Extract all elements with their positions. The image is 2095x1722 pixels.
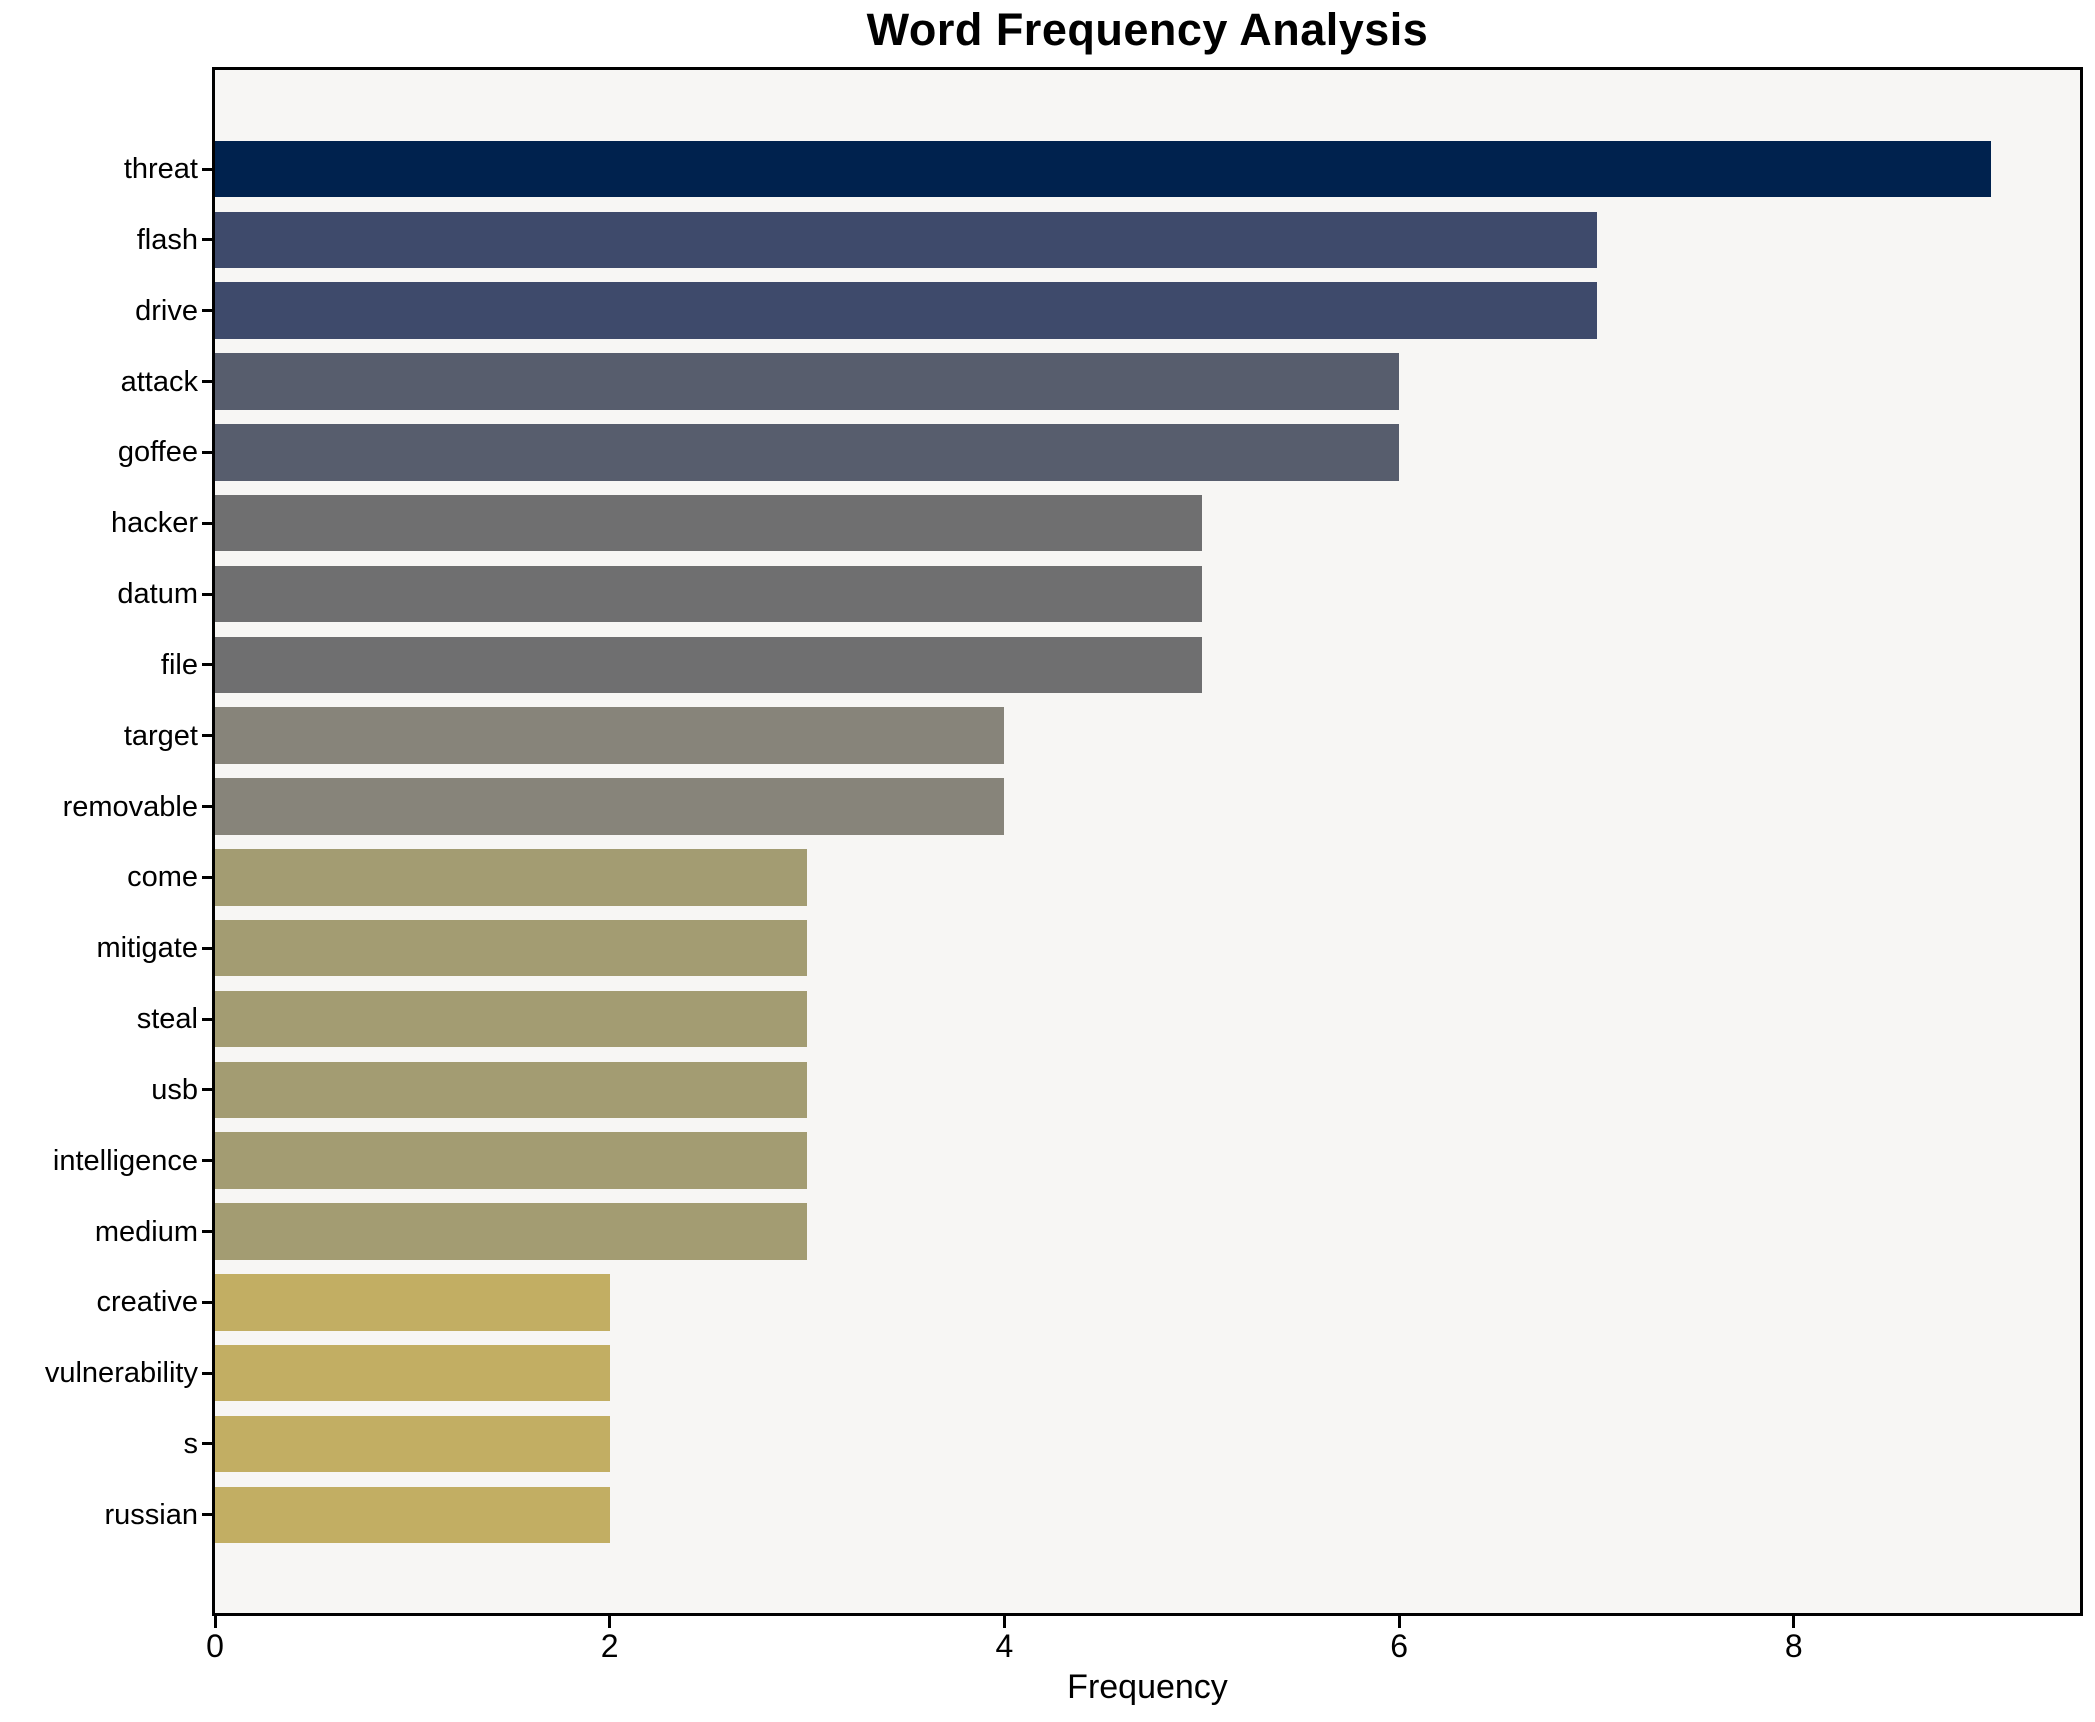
y-tick-mark (202, 1230, 212, 1233)
x-tick-mark-8 (1792, 1616, 1796, 1628)
chart-title: Word Frequency Analysis (866, 4, 1429, 55)
y-tick-label-steal: steal (136, 1003, 198, 1035)
bar-s (215, 1415, 610, 1473)
y-tick-label-drive: drive (135, 294, 198, 327)
y-tick-mark (202, 734, 212, 738)
x-tick-mark-4 (1002, 1616, 1006, 1628)
y-tick-mark (202, 167, 212, 171)
x-tick-mark-6 (1397, 1616, 1401, 1628)
y-tick-label-removable: removable (62, 790, 198, 823)
y-tick-mark (202, 1300, 212, 1304)
bar-vulnerability (215, 1344, 610, 1402)
y-tick-mark (202, 1442, 212, 1446)
x-tick-label-0: 0 (206, 1628, 224, 1664)
bar-come (215, 849, 808, 906)
y-tick-mark (202, 521, 212, 525)
y-tick-mark (202, 450, 212, 454)
bar-creative (215, 1274, 610, 1331)
y-tick-label-s: s (183, 1427, 199, 1460)
bar-steal (215, 990, 808, 1048)
y-tick-label-target: target (123, 719, 198, 752)
y-tick-label-mitigate: mitigate (96, 932, 198, 965)
bar-datum (215, 565, 1202, 623)
bar-removable (215, 778, 1005, 835)
y-tick-mark (202, 1159, 212, 1163)
y-tick-label-threat: threat (123, 153, 198, 185)
bar-flash (215, 211, 1597, 269)
y-tick-mark (202, 805, 212, 808)
bar-threat (215, 140, 1992, 198)
y-tick-mark (202, 1017, 212, 1021)
y-tick-label-datum: datum (117, 578, 198, 610)
x-tick-label-4: 4 (995, 1628, 1014, 1664)
bar-russian (215, 1486, 610, 1544)
x-tick-mark-0 (213, 1616, 217, 1628)
y-tick-label-attack: attack (120, 365, 198, 398)
y-tick-mark (202, 309, 212, 313)
bar-target (215, 707, 1005, 764)
plot-area (212, 67, 2083, 1616)
bar-attack (215, 353, 1400, 410)
y-tick-mark (202, 1513, 212, 1517)
x-tick-label-6: 6 (1390, 1628, 1408, 1664)
bar-file (215, 636, 1202, 694)
y-tick-mark (202, 238, 212, 242)
bar-mitigate (215, 919, 808, 977)
y-tick-label-come: come (127, 861, 198, 894)
y-tick-label-file: file (160, 648, 198, 681)
y-tick-mark (202, 1371, 212, 1375)
y-tick-label-russian: russian (104, 1498, 199, 1531)
y-tick-mark (202, 875, 212, 879)
x-tick-label-8: 8 (1784, 1628, 1803, 1664)
y-tick-label-medium: medium (94, 1215, 198, 1248)
bar-goffee (215, 424, 1400, 481)
y-tick-mark (202, 1088, 212, 1092)
y-tick-label-vulnerability: vulnerability (44, 1357, 198, 1390)
y-tick-label-usb: usb (151, 1073, 198, 1106)
y-tick-mark (202, 380, 212, 383)
y-tick-mark (202, 592, 212, 596)
y-tick-label-intelligence: intelligence (52, 1144, 198, 1177)
y-tick-mark (202, 946, 212, 950)
y-tick-label-flash: flash (136, 223, 198, 256)
x-axis-label: Frequency (1067, 1668, 1228, 1706)
bar-usb (215, 1061, 808, 1119)
bar-intelligence (215, 1132, 808, 1189)
y-tick-label-hacker: hacker (110, 507, 198, 540)
y-tick-mark (202, 663, 212, 667)
bar-hacker (215, 494, 1202, 552)
y-tick-label-goffee: goffee (117, 436, 198, 469)
x-tick-mark-2 (608, 1616, 612, 1628)
x-tick-label-2: 2 (600, 1628, 619, 1664)
bar-drive (215, 282, 1597, 339)
bar-medium (215, 1203, 808, 1260)
y-tick-label-creative: creative (96, 1286, 198, 1319)
